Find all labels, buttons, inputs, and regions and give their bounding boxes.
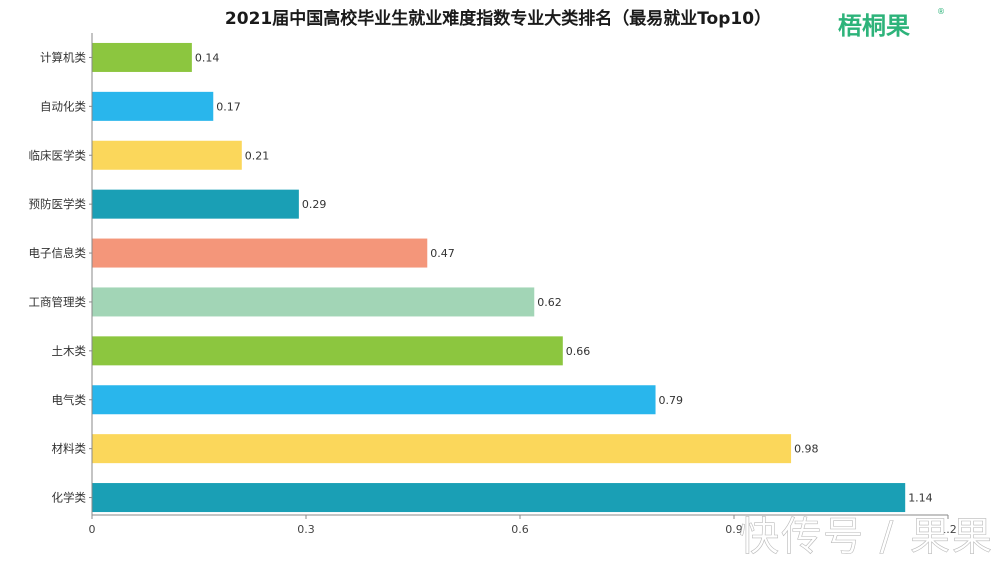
watermark: 快传号 / 果果 [739,514,994,560]
value-label: 0.17 [216,100,241,113]
x-tick-label: 0 [89,523,96,536]
category-label: 土木类 [52,344,87,358]
bar [92,140,242,170]
category-label: 化学类 [52,491,87,505]
brand-logo-text: 梧桐果 [838,12,910,40]
bars-layer: 计算机类 0.14 自动化类 0.17 临床医学类 0.21 预防医学类 0.29 电子信息类 0… [29,42,933,513]
category-label: 临床医学类 [29,148,87,162]
bar [92,238,428,268]
chart-title: 2021届中国高校毕业生就业难度指数专业大类排名（最易就业Top10） [225,8,771,29]
x-tick-label: 0.9 [725,523,743,536]
bar [92,189,299,219]
category-label: 工商管理类 [29,295,87,309]
bar [92,434,792,464]
bar [92,336,563,366]
value-label: 1.14 [908,492,933,505]
bar [92,42,192,72]
bar [92,483,906,513]
bar [92,91,214,121]
category-label: 计算机类 [40,50,86,64]
brand-logo: 梧桐果 ® [838,7,945,40]
value-label: 0.47 [430,247,455,260]
x-tick-label: 0.6 [511,523,529,536]
value-label: 0.62 [537,296,562,309]
category-label: 预防医学类 [29,197,87,211]
x-tick-label: 1.2 [939,523,957,536]
brand-logo-mark: ® [937,7,945,16]
category-label: 电子信息类 [29,246,87,260]
value-label: 0.66 [566,345,591,358]
value-label: 0.98 [794,443,819,456]
value-label: 0.21 [245,149,269,162]
bar [92,287,535,317]
value-label: 0.29 [302,198,327,211]
x-tick-label: 0.3 [297,523,315,536]
bar [92,385,656,415]
value-label: 0.14 [195,51,220,64]
category-label: 材料类 [52,442,87,456]
category-label: 电气类 [52,393,87,407]
axis-layer: 0 0.3 0.6 0.9 1.2 [89,33,957,536]
category-label: 自动化类 [40,99,86,113]
value-label: 0.79 [659,394,684,407]
